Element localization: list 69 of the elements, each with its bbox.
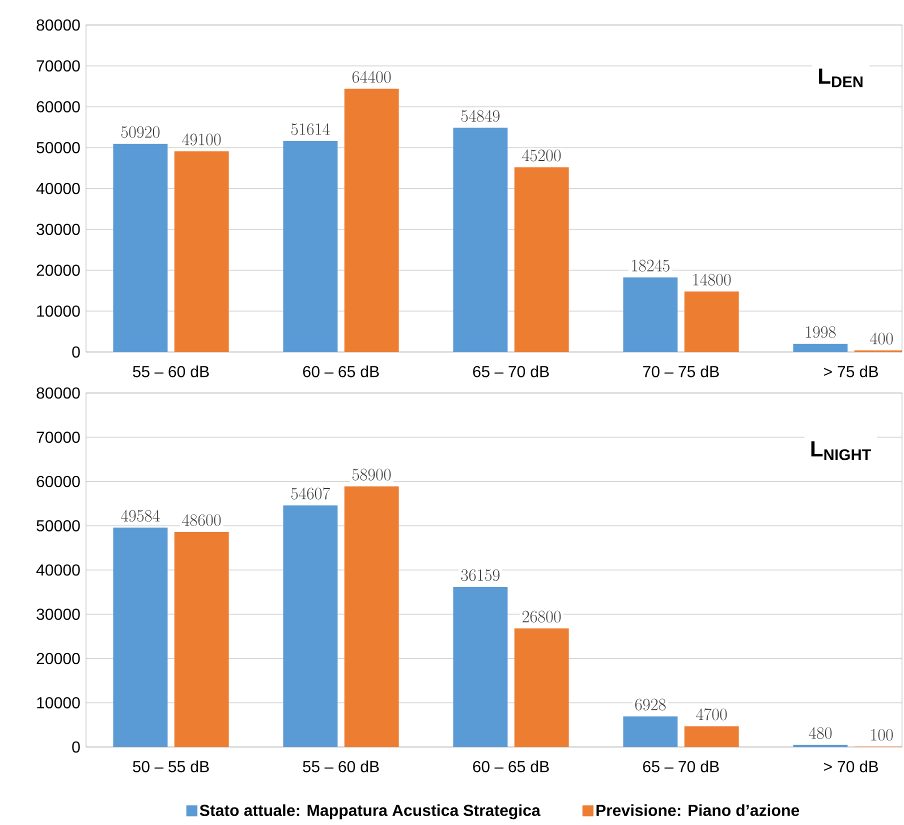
y-tick-label: 50000 <box>36 520 80 532</box>
bar <box>514 628 569 747</box>
bar <box>514 167 569 352</box>
y-tick-label: 70000 <box>36 60 80 72</box>
y-tick-label: 30000 <box>36 608 80 620</box>
legend-label: Stato attuale: Mappatura Acustica Strategica <box>200 804 541 820</box>
x-tick-label: 65 – 70 dB <box>473 366 549 378</box>
bar <box>344 486 399 747</box>
bar <box>113 144 168 352</box>
bar <box>283 141 338 352</box>
data-label: 480 <box>808 727 832 739</box>
y-tick-label: 60000 <box>36 101 80 112</box>
text: L$_{DEN}$ <box>819 68 862 88</box>
y-tick-label: 40000 <box>36 564 80 576</box>
data-label: 45200 <box>522 149 561 162</box>
text: L$_{NIGHT}$ <box>811 441 872 460</box>
data-label: 48600 <box>182 514 221 526</box>
bar <box>113 528 168 747</box>
bar <box>453 587 508 747</box>
data-label: 14800 <box>693 274 731 286</box>
bar <box>684 292 739 352</box>
bar <box>793 344 848 352</box>
bar <box>344 88 399 352</box>
x-tick-label: 60 – 65 dB <box>303 366 379 378</box>
data-label: 36159 <box>461 569 500 582</box>
data-label: 51614 <box>291 123 330 136</box>
x-tick-label: 55 – 60 dB <box>302 760 379 772</box>
x-tick-label: 65 – 70 dB <box>643 760 719 772</box>
y-tick-label: 80000 <box>36 19 80 31</box>
y-tick-label: 0 <box>72 346 80 358</box>
bar <box>174 151 229 352</box>
bar <box>453 128 508 352</box>
x-tick-label: 70 – 75 dB <box>643 366 719 378</box>
y-tick-label: 40000 <box>36 182 80 194</box>
y-tick-label: 30000 <box>36 224 80 236</box>
x-tick-label: 60 – 65 dB <box>473 760 549 772</box>
data-label: 58900 <box>352 468 391 480</box>
bar <box>623 716 678 747</box>
data-label: 64400 <box>352 71 391 83</box>
y-tick-label: 0 <box>72 741 80 753</box>
bar <box>623 277 678 352</box>
data-label: 100 <box>871 728 893 741</box>
y-tick-label: 10000 <box>37 697 80 708</box>
bar <box>283 505 338 747</box>
y-tick-label: 70000 <box>36 432 80 443</box>
data-label: 6928 <box>635 698 666 710</box>
data-label: 49100 <box>182 134 221 146</box>
data-label: 54607 <box>291 487 330 500</box>
x-tick-label: > 75 dB <box>824 366 878 378</box>
bar <box>684 726 739 747</box>
bar <box>174 532 229 747</box>
data-label: 50920 <box>121 126 160 138</box>
data-label: 49584 <box>120 510 160 522</box>
legend-label: Previsione: Piano d’azione <box>596 804 800 816</box>
data-label: 26800 <box>522 610 561 622</box>
data-label: 18245 <box>632 260 670 272</box>
y-tick-label: 20000 <box>36 652 80 664</box>
x-tick-label: > 70 dB <box>824 760 878 772</box>
data-label: 1998 <box>806 326 836 338</box>
data-label: 4700 <box>696 708 727 720</box>
y-tick-label: 20000 <box>36 264 80 276</box>
y-tick-label: 60000 <box>36 476 80 488</box>
x-tick-label: 50 – 55 dB <box>132 760 209 772</box>
data-label: 400 <box>870 332 893 344</box>
y-tick-label: 10000 <box>37 305 80 317</box>
y-tick-label: 50000 <box>36 142 80 154</box>
y-tick-label: 80000 <box>36 387 80 399</box>
data-label: 54849 <box>461 110 500 122</box>
x-tick-label: 55 – 60 dB <box>132 366 209 378</box>
